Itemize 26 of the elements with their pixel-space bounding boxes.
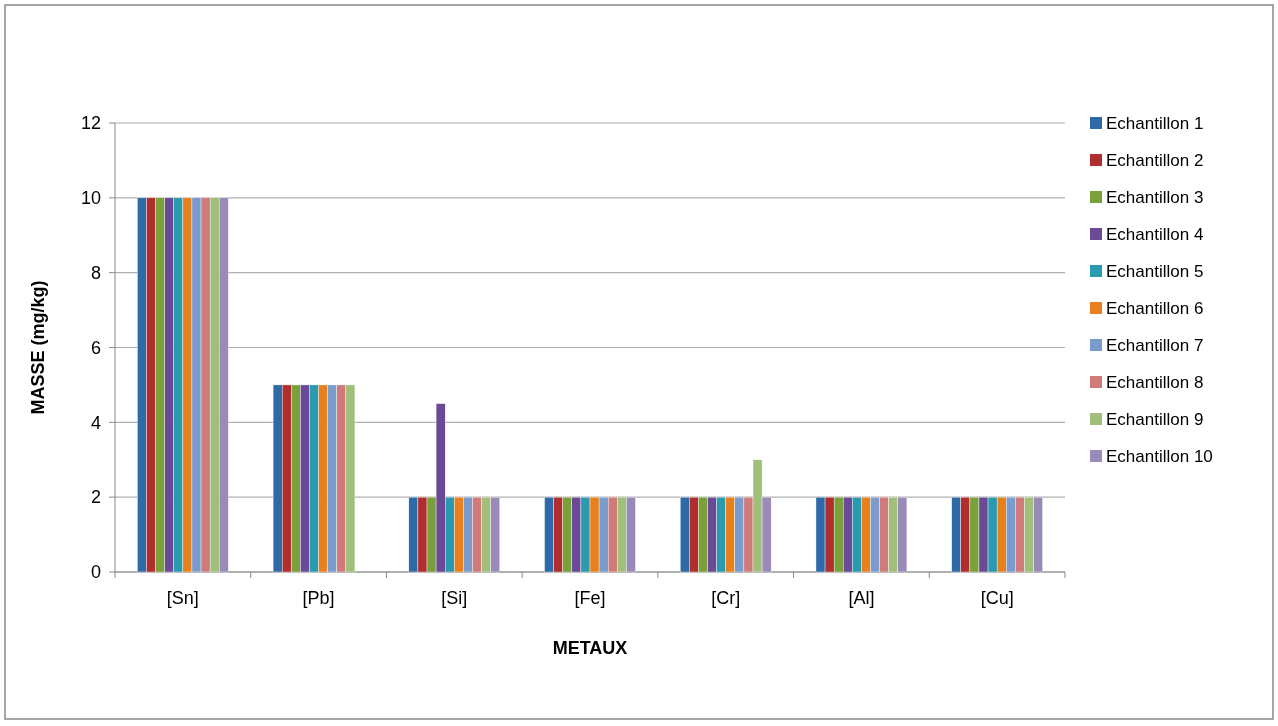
legend-label: Echantillon 4: [1106, 224, 1204, 244]
legend-label: Echantillon 6: [1106, 298, 1204, 318]
legend-label: Echantillon 10: [1106, 446, 1213, 466]
legend-label: Echantillon 7: [1106, 335, 1204, 355]
x-tick-label: [Cu]: [980, 588, 1014, 608]
legend-label: Echantillon 8: [1106, 372, 1204, 392]
y-tick-label: 8: [90, 262, 101, 283]
legend-label: Echantillon 5: [1106, 261, 1204, 281]
legend-label: Echantillon 9: [1106, 409, 1204, 429]
legend-label: Echantillon 3: [1106, 187, 1204, 207]
x-tick-label: [Cr]: [711, 588, 741, 608]
legend-label: Echantillon 2: [1106, 150, 1204, 170]
y-tick-label: 0: [90, 562, 101, 583]
x-axis-title: METAUX: [552, 638, 628, 658]
y-tick-label: 10: [80, 188, 101, 209]
x-tick-label: [Fe]: [574, 588, 606, 608]
x-tick-label: [Si]: [441, 588, 468, 608]
y-tick-label: 12: [80, 113, 101, 134]
x-tick-label: [Pb]: [302, 588, 335, 608]
x-tick-label: [Sn]: [166, 588, 199, 608]
y-axis-title: MASSE (mg/kg): [28, 280, 48, 415]
y-tick-label: 6: [90, 337, 101, 358]
x-tick-label: [Al]: [848, 588, 875, 608]
y-tick-label: 2: [90, 487, 101, 508]
legend-label: Echantillon 1: [1106, 113, 1204, 133]
y-tick-label: 4: [90, 412, 101, 433]
